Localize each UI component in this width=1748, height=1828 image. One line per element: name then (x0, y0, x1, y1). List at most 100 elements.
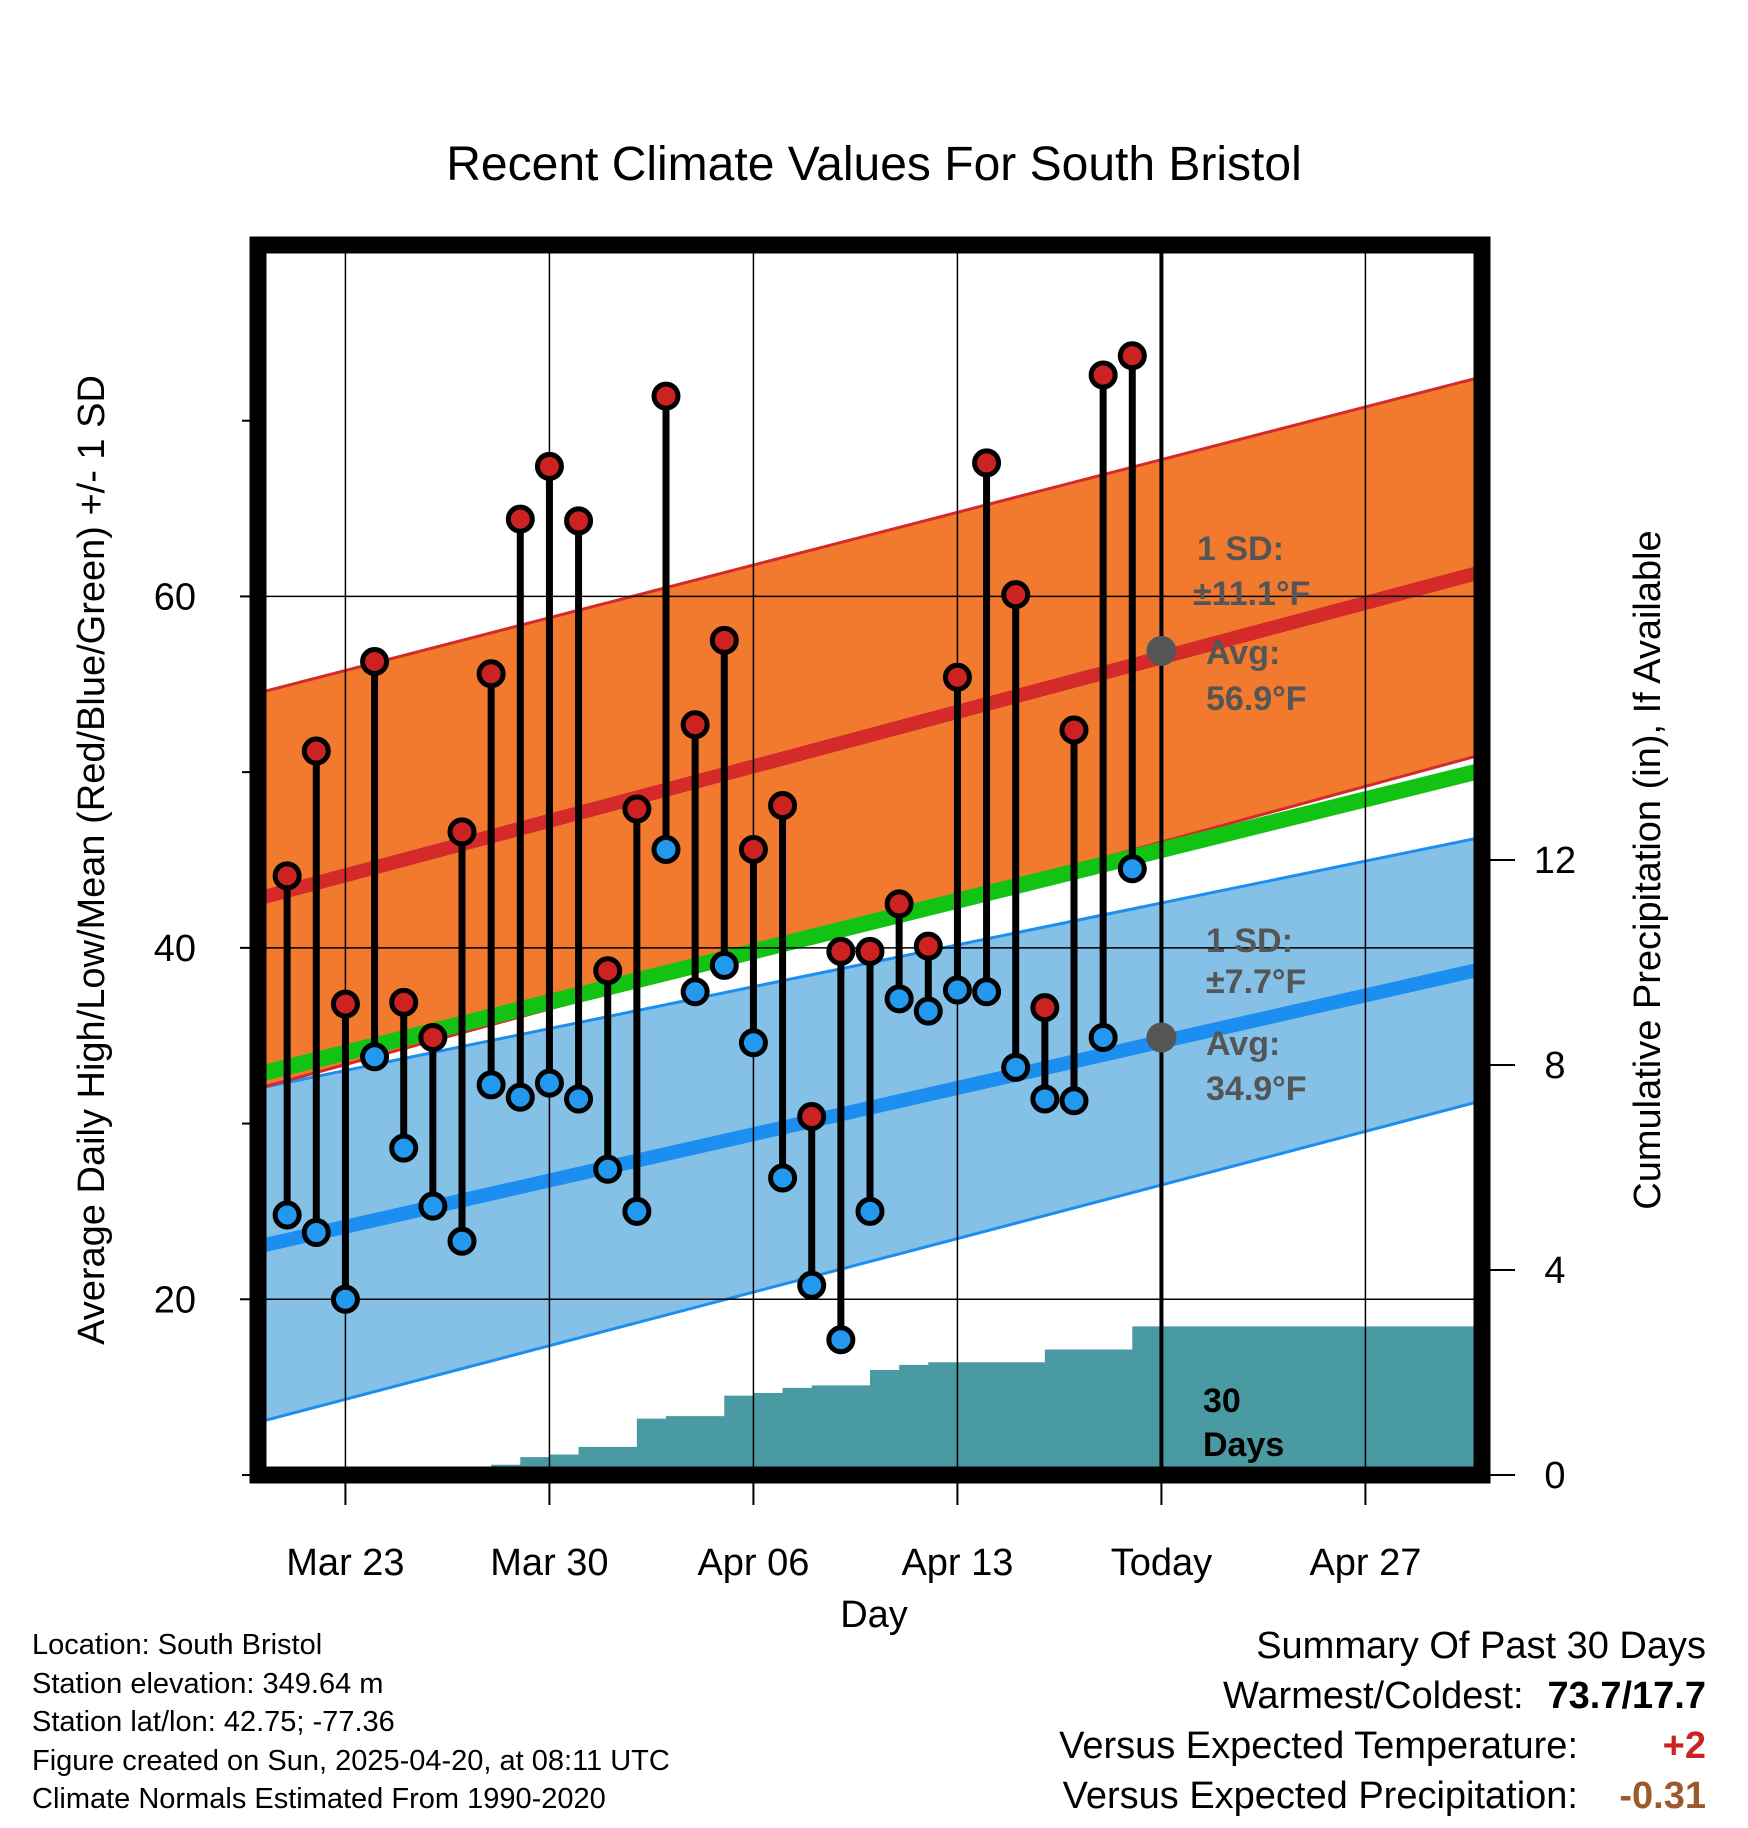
low-temp-point (301, 1218, 331, 1248)
low-temp-point (884, 984, 914, 1014)
summary-warm-cold: Warmest/Coldest: 73.7/17.7 (1059, 1671, 1706, 1721)
high-temp-point (1117, 341, 1147, 371)
location-text: Location: South Bristol (32, 1629, 323, 1661)
high-temp-point (797, 1102, 827, 1132)
summary-title-text: Summary Of Past 30 Days (1256, 1625, 1706, 1667)
temp-label: Versus Expected Temperature: (1059, 1725, 1578, 1767)
low-temp-point (913, 996, 943, 1026)
low-temp-point (972, 977, 1002, 1007)
low-temp-point (1030, 1084, 1060, 1114)
high-temp-point (360, 646, 390, 676)
summary-temp: Versus Expected Temperature: +2 (1059, 1721, 1706, 1771)
elevation-text: Station elevation: 349.64 m (32, 1667, 384, 1700)
low-sd-label: 1 SD: (1206, 922, 1293, 960)
low-temp-point (330, 1284, 360, 1314)
warm-cold-value: 73.7/17.7 (1547, 1675, 1706, 1717)
high-temp-point (1088, 360, 1118, 390)
high-temp-point (1059, 715, 1089, 745)
y2-tick-label: 4 (1544, 1250, 1565, 1292)
low-sd-value: ±7.7°F (1206, 963, 1306, 1001)
low-avg-label: Avg: (1206, 1025, 1280, 1063)
plot-content (258, 245, 1482, 1475)
low-temp-point (534, 1068, 564, 1098)
high-temp-point (476, 659, 506, 689)
low-temp-point (389, 1133, 419, 1163)
high-temp-point (826, 936, 856, 966)
x-tick-label: Apr 13 (901, 1542, 1013, 1584)
high-temp-point (534, 451, 564, 481)
high-band-upper-edge (258, 375, 1482, 695)
plot-frame (249, 236, 1491, 1484)
x-tick-label: Today (1111, 1542, 1212, 1584)
y2-axis-label: Cumulative Precipitation (in), If Availa… (1627, 530, 1669, 1209)
low-temp-point (680, 977, 710, 1007)
low-temp-point (505, 1082, 535, 1112)
low-band-lower-edge (258, 1099, 1482, 1424)
y-tick-label: 20 (154, 1279, 196, 1321)
precip-label: Versus Expected Precipitation: (1062, 1775, 1578, 1817)
precip-value: -0.31 (1619, 1775, 1706, 1817)
y2-tick-label: 12 (1534, 840, 1576, 882)
temp-value: +2 (1662, 1725, 1706, 1767)
low-temp-point (622, 1196, 652, 1226)
high-temp-point (738, 834, 768, 864)
low-temp-point (942, 975, 972, 1005)
x-tick-label: Mar 23 (286, 1542, 404, 1584)
high-temp-point (505, 504, 535, 534)
high-sd-value: ±11.1°F (1193, 575, 1310, 613)
high-temp-point (330, 989, 360, 1019)
low-temp-point (1001, 1052, 1031, 1082)
low-temp-point (768, 1163, 798, 1193)
low-temp-point (272, 1200, 302, 1230)
low-temp-point (593, 1154, 623, 1184)
high-temp-point (680, 710, 710, 740)
y-axis-label: Average Daily High/Low/Mean (Red/Blue/Gr… (71, 375, 113, 1345)
chart-title: Recent Climate Values For South Bristol (446, 138, 1301, 191)
high-temp-point (942, 662, 972, 692)
today-high-avg-marker (1146, 635, 1177, 666)
low-temp-point (1059, 1086, 1089, 1116)
precip-area (258, 1326, 1482, 1475)
low-temp-point (564, 1084, 594, 1114)
high-temp-point (389, 987, 419, 1017)
days-word-label: Days (1203, 1426, 1284, 1464)
x-tick-label: Mar 30 (490, 1542, 608, 1584)
low-temp-point (476, 1070, 506, 1100)
station-info: Location: South Bristol Station elevatio… (32, 1626, 670, 1819)
y2-tick-label: 0 (1544, 1455, 1565, 1497)
y-tick-label: 40 (154, 928, 196, 970)
high-temp-point (855, 936, 885, 966)
high-temp-point (1001, 580, 1031, 610)
high-sd-label: 1 SD: (1197, 530, 1284, 568)
high-avg-value: 56.9°F (1206, 680, 1307, 718)
high-avg-label: Avg: (1206, 634, 1280, 672)
low-temp-point (447, 1226, 477, 1256)
y-tick-label: 60 (154, 576, 196, 618)
low-avg-value: 34.9°F (1206, 1070, 1307, 1108)
high-temp-point (1030, 993, 1060, 1023)
warm-cold-label: Warmest/Coldest: (1222, 1675, 1524, 1717)
low-temp-point (855, 1196, 885, 1226)
high-temp-point (884, 889, 914, 919)
summary-title: Summary Of Past 30 Days (1059, 1621, 1706, 1671)
high-temp-point (651, 381, 681, 411)
high-temp-point (301, 736, 331, 766)
low-temp-point (651, 834, 681, 864)
high-temp-point (418, 1022, 448, 1052)
low-temp-point (1117, 854, 1147, 884)
low-temp-point (797, 1270, 827, 1300)
high-temp-point (593, 956, 623, 986)
days-count-label: 30 (1203, 1382, 1241, 1420)
today-low-avg-marker (1146, 1022, 1177, 1053)
y2-tick-label: 8 (1544, 1045, 1565, 1087)
x-tick-label: Apr 06 (697, 1542, 809, 1584)
created-text: Figure created on Sun, 2025-04-20, at 08… (32, 1744, 670, 1777)
low-temp-point (1088, 1022, 1118, 1052)
high-temp-point (768, 791, 798, 821)
low-temp-point (360, 1042, 390, 1072)
low-temp-point (738, 1028, 768, 1058)
summary-precip: Versus Expected Precipitation: -0.31 (1059, 1771, 1706, 1821)
high-temp-point (913, 931, 943, 961)
